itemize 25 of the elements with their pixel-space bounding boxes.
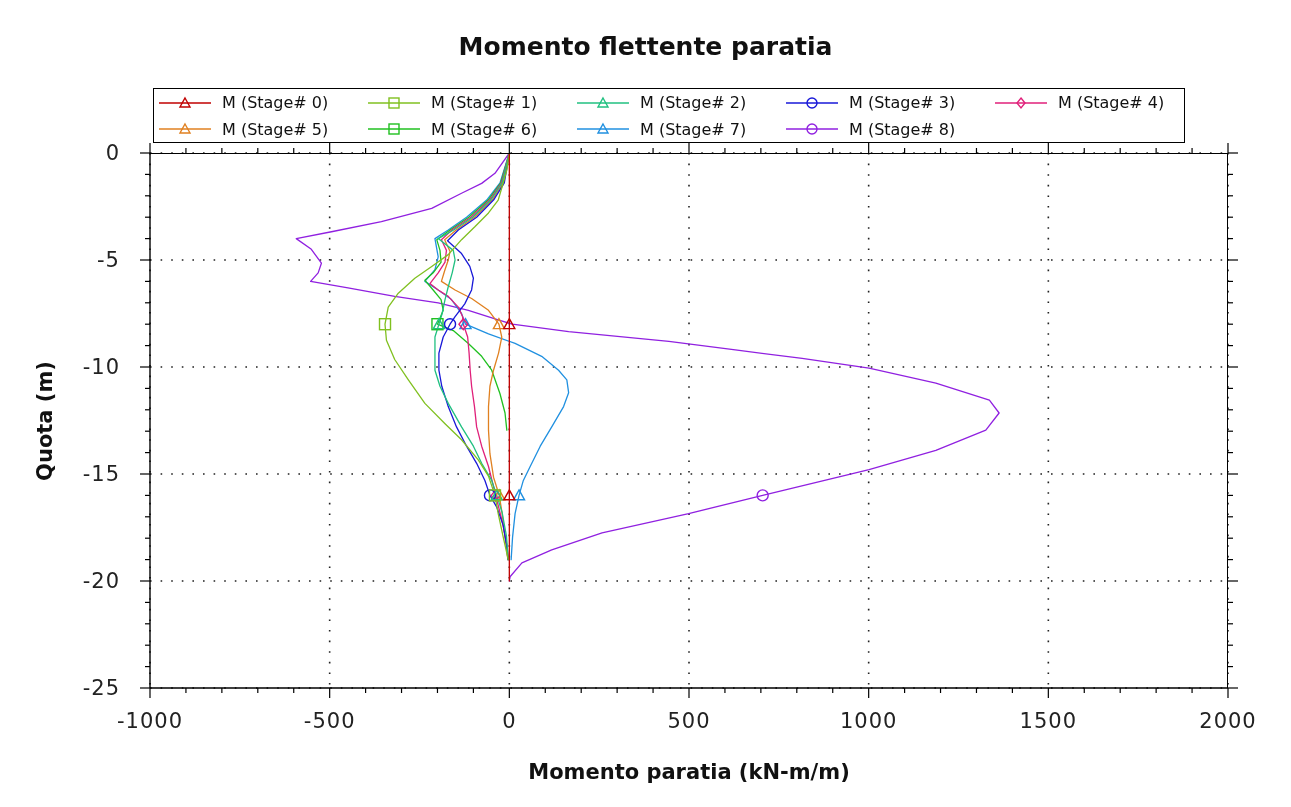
y-tick-label: -10 bbox=[82, 355, 120, 379]
y-tick-label: -15 bbox=[82, 462, 120, 486]
legend-label: M (Stage# 5) bbox=[222, 119, 329, 139]
legend-label: M (Stage# 7) bbox=[640, 119, 747, 139]
x-tick-label: 1500 bbox=[1019, 709, 1078, 733]
y-axis-title: Quota (m) bbox=[33, 360, 57, 481]
chart-title: Momento flettente paratia bbox=[458, 32, 833, 61]
x-tick-label: 0 bbox=[502, 709, 517, 733]
y-tick-label: -25 bbox=[82, 676, 120, 700]
y-tick-label: -20 bbox=[82, 569, 120, 593]
x-tick-label: 1000 bbox=[839, 709, 898, 733]
x-tick-label: 500 bbox=[667, 709, 711, 733]
legend-label: M (Stage# 0) bbox=[222, 93, 329, 112]
legend-label: M (Stage# 1) bbox=[431, 93, 538, 112]
x-axis-title: Momento paratia (kN-m/m) bbox=[528, 760, 850, 784]
legend-label: M (Stage# 8) bbox=[849, 119, 956, 139]
x-tick-label: -1000 bbox=[116, 709, 184, 733]
x-tick-label: -500 bbox=[303, 709, 356, 733]
y-tick-label: 0 bbox=[105, 141, 120, 165]
legend-label: M (Stage# 2) bbox=[640, 93, 747, 112]
legend-label: M (Stage# 6) bbox=[431, 119, 538, 139]
y-tick-label: -5 bbox=[97, 248, 120, 272]
legend-label: M (Stage# 4) bbox=[1058, 93, 1165, 112]
legend-label: M (Stage# 3) bbox=[849, 93, 956, 112]
x-tick-label: 2000 bbox=[1199, 709, 1257, 733]
